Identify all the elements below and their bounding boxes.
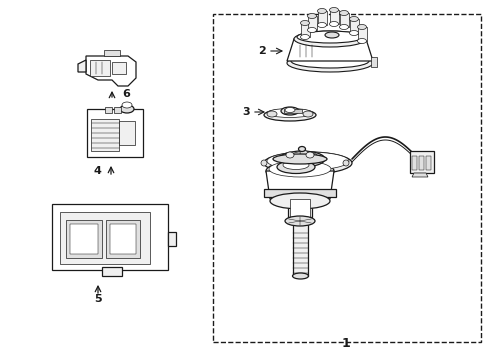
Bar [301, 23, 310, 37]
Bar [358, 27, 367, 41]
Ellipse shape [349, 31, 359, 36]
Ellipse shape [294, 31, 366, 47]
Ellipse shape [269, 161, 331, 177]
Ellipse shape [349, 17, 359, 22]
Bar [213, 14, 481, 342]
Bar [264, 189, 336, 197]
Bar [426, 156, 431, 170]
Ellipse shape [298, 147, 305, 152]
Polygon shape [78, 60, 86, 72]
Ellipse shape [277, 161, 315, 174]
Ellipse shape [300, 21, 310, 26]
Ellipse shape [267, 108, 313, 117]
Bar [104, 50, 120, 56]
Bar [66, 220, 102, 258]
Ellipse shape [303, 111, 313, 117]
Ellipse shape [297, 31, 363, 43]
Bar [105, 107, 112, 113]
Ellipse shape [318, 23, 326, 27]
Polygon shape [266, 171, 334, 199]
Bar [91, 119, 119, 151]
Bar [330, 10, 339, 24]
Bar [410, 151, 434, 173]
Ellipse shape [285, 216, 315, 226]
Bar [340, 13, 349, 27]
Polygon shape [287, 39, 373, 61]
Bar [350, 19, 359, 33]
Ellipse shape [293, 273, 309, 279]
Ellipse shape [267, 111, 277, 117]
Ellipse shape [329, 8, 339, 13]
Bar [318, 11, 327, 25]
Text: 2: 2 [258, 46, 266, 56]
Bar [110, 224, 136, 254]
Ellipse shape [267, 152, 349, 170]
Text: 5: 5 [94, 294, 102, 304]
Text: 3: 3 [242, 107, 250, 117]
Ellipse shape [286, 152, 294, 158]
Ellipse shape [325, 32, 339, 38]
Ellipse shape [291, 54, 369, 68]
Bar [114, 107, 121, 113]
Bar [293, 221, 308, 276]
Ellipse shape [122, 102, 132, 108]
Ellipse shape [340, 10, 348, 15]
Bar [106, 220, 140, 258]
Ellipse shape [329, 22, 339, 27]
Bar [87, 109, 143, 157]
Ellipse shape [273, 154, 327, 164]
Bar [112, 62, 126, 74]
Ellipse shape [308, 27, 317, 32]
Bar [102, 267, 122, 276]
Ellipse shape [283, 161, 309, 170]
Bar [90, 60, 110, 76]
Bar [70, 224, 98, 254]
Ellipse shape [287, 54, 373, 72]
Ellipse shape [290, 152, 318, 162]
Ellipse shape [264, 109, 316, 121]
Ellipse shape [300, 35, 310, 40]
Bar [119, 121, 135, 145]
Ellipse shape [306, 152, 314, 158]
Text: 6: 6 [122, 89, 130, 99]
Ellipse shape [264, 152, 352, 174]
Polygon shape [86, 56, 136, 86]
Ellipse shape [358, 39, 367, 44]
Ellipse shape [300, 150, 308, 156]
Ellipse shape [343, 160, 349, 166]
Bar [52, 204, 168, 270]
Ellipse shape [285, 108, 295, 112]
Ellipse shape [266, 161, 334, 181]
Ellipse shape [270, 193, 330, 209]
Bar [419, 156, 424, 170]
Ellipse shape [318, 9, 326, 14]
Bar [412, 156, 417, 170]
Bar [60, 212, 150, 264]
Ellipse shape [358, 24, 367, 30]
Bar [168, 232, 176, 246]
Text: 4: 4 [93, 166, 101, 176]
Text: 1: 1 [342, 337, 350, 350]
Bar [288, 197, 312, 217]
Ellipse shape [279, 151, 325, 167]
Bar [290, 199, 310, 217]
Bar [284, 109, 302, 113]
Polygon shape [412, 173, 428, 177]
Ellipse shape [120, 105, 134, 113]
Ellipse shape [281, 107, 299, 115]
Bar [308, 16, 317, 30]
Ellipse shape [340, 24, 348, 30]
Ellipse shape [261, 160, 267, 166]
Ellipse shape [308, 14, 317, 18]
Bar [371, 57, 377, 67]
